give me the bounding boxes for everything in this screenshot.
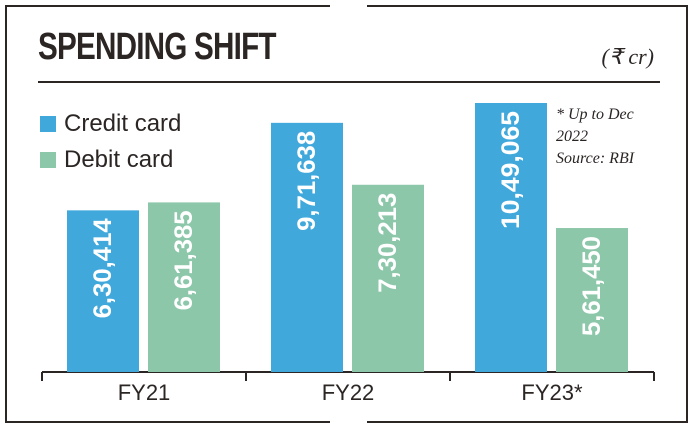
footnote: * Up to Dec 2022 Source: RBI <box>556 104 634 170</box>
data-label: 5,61,450 <box>578 236 606 336</box>
legend-debit-card: Debit card <box>40 146 173 174</box>
bar-credit-FY22 <box>271 122 343 373</box>
bar-debit-FY23* <box>556 228 628 372</box>
bar-credit-FY21 <box>67 210 139 372</box>
legend-label: Credit card <box>64 110 182 137</box>
bar-debit-FY22 <box>352 184 424 372</box>
data-label: 9,71,638 <box>293 131 321 231</box>
unit-label: (₹ cr) <box>601 44 654 69</box>
legend-swatch-credit <box>40 116 56 132</box>
data-label: 7,30,213 <box>374 193 402 293</box>
x-tick-label: FY23* <box>521 380 583 405</box>
x-tick-label: FY22 <box>322 380 375 405</box>
data-label: 6,61,385 <box>170 210 198 310</box>
bar-credit-FY23* <box>475 103 547 372</box>
note-line: * Up to Dec <box>556 106 634 123</box>
data-label: 10,49,065 <box>497 111 525 229</box>
title-rule <box>38 81 660 83</box>
legend-label: Debit card <box>64 146 174 173</box>
bar-debit-FY21 <box>148 202 220 372</box>
x-tick-label: FY21 <box>118 380 171 405</box>
data-label: 6,30,414 <box>89 218 117 318</box>
legend-swatch-debit <box>40 152 56 168</box>
legend-credit-card: Credit card <box>40 110 181 138</box>
note-line: Source: RBI <box>556 150 635 167</box>
note-line: 2022 <box>556 128 588 145</box>
chart-title: SPENDING SHIFT <box>38 26 277 68</box>
